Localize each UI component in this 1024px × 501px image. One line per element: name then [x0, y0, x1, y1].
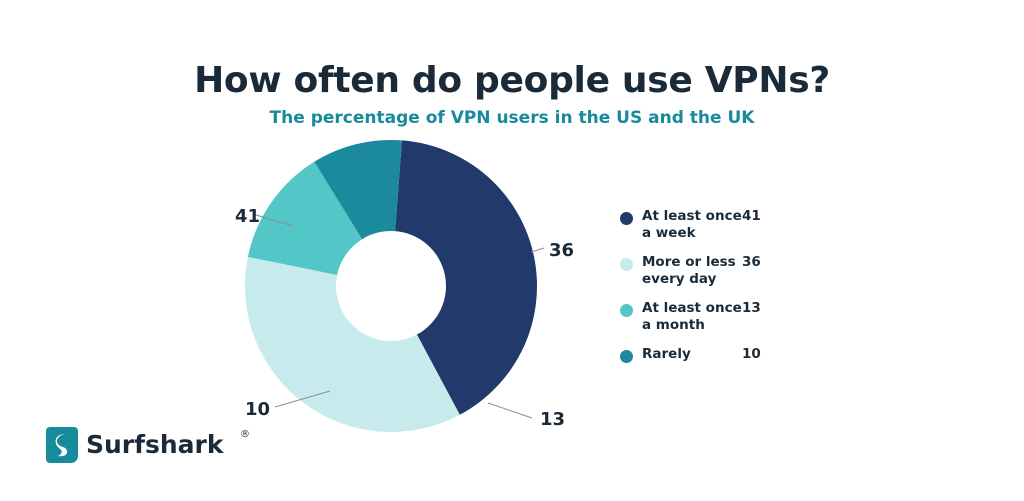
legend-label-weekly: At least once a week — [642, 208, 742, 241]
legend-value-daily: 36 — [742, 254, 761, 270]
slice-daily — [245, 256, 460, 433]
surfshark-logo-icon — [46, 427, 78, 463]
legend-label-daily: More or less every day — [642, 254, 736, 287]
chart-legend: At least once a week 41 More or less eve… — [620, 208, 810, 392]
legend-swatch-rarely — [620, 350, 633, 363]
slice-rarely — [314, 139, 402, 240]
legend-value-monthly: 13 — [742, 300, 761, 316]
legend-value-rarely: 10 — [742, 346, 761, 362]
legend-item-daily: More or less every day 36 — [620, 254, 810, 300]
legend-swatch-monthly — [620, 304, 633, 317]
slice-weekly — [395, 140, 538, 415]
leader-line-daily — [530, 247, 545, 253]
data-label-daily: 36 — [549, 240, 574, 261]
legend-swatch-daily — [620, 258, 633, 271]
leader-line-weekly — [252, 213, 294, 227]
chart-subtitle: The percentage of VPN users in the US an… — [269, 108, 755, 128]
legend-swatch-weekly — [620, 212, 633, 225]
legend-label-rarely: Rarely — [642, 346, 691, 362]
leader-line-rarely — [274, 390, 331, 408]
slice-monthly — [247, 161, 363, 276]
legend-item-rarely: Rarely 10 — [620, 346, 810, 392]
data-label-weekly: 41 — [235, 206, 260, 227]
leader-line-monthly — [487, 402, 533, 419]
legend-item-monthly: At least once a month 13 — [620, 300, 810, 346]
data-label-monthly: 13 — [540, 409, 565, 430]
data-label-rarely: 10 — [245, 399, 270, 420]
legend-item-weekly: At least once a week 41 — [620, 208, 810, 254]
brand-registered-mark: ® — [240, 429, 250, 440]
legend-label-monthly: At least once a month — [642, 300, 742, 333]
brand-name: Surfshark — [86, 430, 224, 459]
chart-title: How often do people use VPNs? — [194, 60, 830, 101]
legend-value-weekly: 41 — [742, 208, 761, 224]
